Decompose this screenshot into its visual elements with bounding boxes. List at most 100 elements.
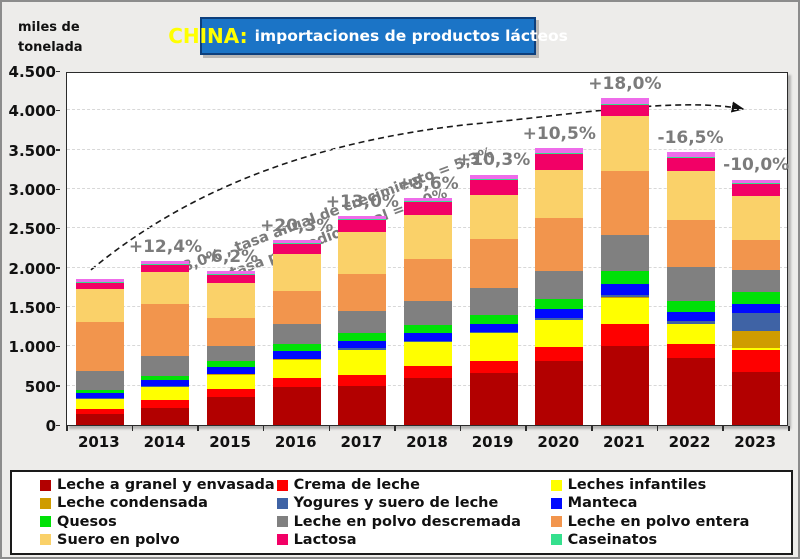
legend-label: Leche en polvo entera <box>567 513 750 530</box>
bar-segment <box>403 324 452 334</box>
y-axis-tick <box>56 424 60 426</box>
x-tick-label-2013: 2013 <box>77 433 120 451</box>
legend: Leche a granel y envasada Crema de leche L… <box>10 470 793 555</box>
bar-segment <box>600 271 649 284</box>
bar-segment <box>207 397 256 425</box>
y-axis-tick <box>56 70 60 72</box>
bar-segment <box>732 350 781 372</box>
legend-swatch-icon <box>40 497 51 509</box>
bar-segment <box>338 273 387 311</box>
bar-segment <box>535 299 584 310</box>
bar-segment <box>535 148 584 154</box>
bar-segment <box>141 356 190 376</box>
bar-2014 <box>141 261 190 425</box>
bar-segment <box>75 408 124 414</box>
bar-segment <box>469 333 518 361</box>
bar-segment <box>338 231 387 274</box>
bar-segment <box>535 309 584 319</box>
legend-item: Leches infantiles <box>550 477 791 493</box>
bar-segment <box>732 179 781 184</box>
bar-segment <box>272 344 321 352</box>
y-tick-label: 2.000 <box>8 259 56 278</box>
bar-column-2015 <box>198 73 264 425</box>
y-axis-tick <box>56 267 60 269</box>
legend-label: Manteca <box>567 495 638 512</box>
bar-segment <box>338 220 387 232</box>
x-axis-tick <box>262 426 265 431</box>
bar-segment <box>403 333 452 341</box>
bar-segment <box>207 274 256 283</box>
bar-segment <box>666 170 715 220</box>
bar-segment <box>469 314 518 324</box>
bar-segment <box>732 292 781 304</box>
bar-segment <box>403 215 452 260</box>
trend-arrow-path <box>90 101 745 271</box>
bar-segment <box>207 373 256 375</box>
bar-segment <box>600 297 649 324</box>
x-tick-label-2022: 2022 <box>668 433 711 451</box>
bar-segment <box>207 361 256 368</box>
bar-2018 <box>403 197 452 425</box>
x-axis-tick <box>394 426 396 431</box>
y-tick-label: 0 <box>45 417 56 435</box>
growth-label-2023: -10,0% <box>723 155 790 176</box>
legend-item: Leche en polvo entera <box>550 513 791 530</box>
growth-label-2018: +8,6% <box>397 173 459 194</box>
x-tick-label-2020: 2020 <box>537 433 580 451</box>
bar-segment <box>403 301 452 325</box>
bar-segment <box>403 201 452 203</box>
legend-label: Yogures y suero de leche <box>293 495 499 512</box>
plot-area: +68,0% , tasa anual de crecimiento = 5,3… <box>67 73 790 425</box>
y-axis-tick <box>56 345 60 348</box>
legend-label: Quesos <box>57 513 117 530</box>
bar-segment <box>600 296 649 298</box>
bar-segment <box>535 320 584 348</box>
bar-segment <box>535 218 584 271</box>
bar-segment <box>338 215 387 220</box>
bar-segment <box>666 321 715 324</box>
bar-segment <box>75 399 124 409</box>
bar-segment <box>141 399 190 408</box>
bar-segment <box>338 332 387 341</box>
bar-column-2017 <box>330 73 396 425</box>
growth-label-2022: -16,5% <box>657 128 724 149</box>
growth-label-2020: +10,5% <box>522 124 596 145</box>
bar-segment <box>403 377 452 425</box>
bar-2015 <box>207 271 256 425</box>
bar-column-2018 <box>395 73 461 425</box>
bar-column-2023 <box>723 73 789 425</box>
x-tick-label-2017: 2017 <box>340 433 383 451</box>
y-tick-label: 2.500 <box>8 220 56 239</box>
bar-segment <box>75 279 124 283</box>
bar-segment <box>403 342 452 367</box>
x-tick-label-2016: 2016 <box>274 433 317 451</box>
chart-plot: +68,0% , tasa anual de crecimiento = 5,3… <box>66 72 790 426</box>
y-axis-unit-line2: tonelada <box>18 40 83 56</box>
chart-title-text: importaciones de productos lácteos <box>254 27 568 45</box>
y-axis-unit-line1: miles de <box>18 20 80 35</box>
bar-segment <box>732 330 781 348</box>
bar-segment <box>207 367 256 374</box>
legend-item: Leche a granel y envasada <box>40 477 277 493</box>
growth-label-2017: +13,0% <box>325 191 399 212</box>
x-axis-tick <box>197 426 199 431</box>
bar-segment <box>403 366 452 378</box>
bar-segment <box>338 340 387 349</box>
bar-segment <box>469 287 518 315</box>
bar-segment <box>272 243 321 244</box>
bar-segment <box>732 183 781 185</box>
bar-segment <box>732 347 781 351</box>
bar-2013 <box>75 279 124 425</box>
legend-item: Crema de leche <box>276 477 551 493</box>
growth-label-2014: +12,4% <box>128 236 203 257</box>
bar-segment <box>338 349 387 376</box>
bar-segment <box>75 389 124 394</box>
legend-swatch-icon <box>276 534 288 546</box>
y-tick-label: 4.500 <box>8 63 56 81</box>
legend-item: Leche en polvo descremada <box>276 514 551 530</box>
y-tick-label: 3.500 <box>8 141 56 160</box>
growth-label-2019: +10,3% <box>457 150 531 171</box>
bar-column-2020 <box>526 73 592 425</box>
bar-segment <box>666 324 715 344</box>
